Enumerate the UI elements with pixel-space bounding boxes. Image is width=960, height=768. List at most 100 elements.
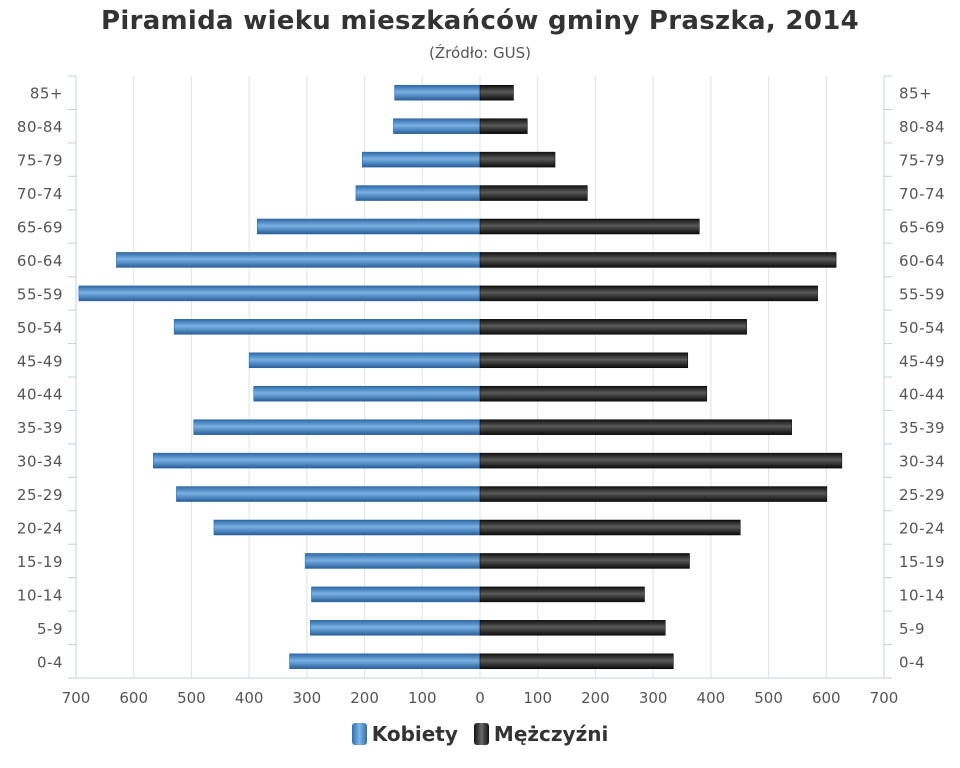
x-tick-label: 400 (235, 689, 264, 707)
bar-male[interactable] (479, 385, 708, 402)
bar-male[interactable] (479, 553, 690, 569)
left-category-label: 40-44 (17, 386, 63, 404)
legend-swatch-female (351, 723, 367, 745)
bar-female[interactable] (116, 252, 481, 268)
right-category-label: 30-34 (899, 453, 945, 471)
bar-female[interactable] (311, 586, 481, 603)
bar-female[interactable] (355, 185, 481, 201)
bar-female[interactable] (304, 553, 481, 569)
grid-lines (133, 76, 827, 678)
left-category-label: 65-69 (17, 219, 63, 237)
labels: 700 600 500 400 300 200 100 0 100 200 300 400 500 600… (17, 85, 945, 707)
left-category-label: 10-14 (17, 586, 63, 604)
chart-subtitle: (Źródło: GUS) (429, 44, 531, 62)
bar-female[interactable] (394, 84, 481, 101)
left-category-label: 80-84 (17, 118, 63, 136)
right-category-label: 5-9 (899, 620, 925, 638)
legend-item-male[interactable]: Mężczyźni (473, 722, 609, 746)
bar-male[interactable] (479, 352, 689, 369)
bars (78, 84, 843, 670)
left-category-label: 45-49 (17, 352, 63, 370)
x-tick-label: 100 (523, 689, 552, 707)
right-category-label: 70-74 (899, 185, 945, 203)
bar-male[interactable] (479, 653, 674, 670)
x-tick-label: 400 (697, 689, 726, 707)
bar-male[interactable] (479, 285, 818, 302)
x-tick-label: 300 (293, 689, 322, 707)
right-category-label: 75-79 (899, 152, 945, 170)
right-category-label: 85+ (899, 85, 932, 103)
pyramid-chart: 700 600 500 400 300 200 100 0 100 200 300 400 500 600… (17, 75, 945, 707)
right-category-label: 10-14 (899, 586, 945, 604)
x-tick-label: 600 (812, 689, 841, 707)
x-tick-label: 500 (177, 689, 206, 707)
legend-label-female: Kobiety (371, 722, 458, 746)
right-category-label: 65-69 (899, 219, 945, 237)
right-category-label: 20-24 (899, 520, 945, 538)
left-category-label: 35-39 (17, 419, 63, 437)
x-tick-label: 200 (350, 689, 379, 707)
bar-female[interactable] (310, 620, 481, 636)
bar-female[interactable] (176, 486, 481, 502)
right-category-label: 55-59 (899, 285, 945, 303)
left-category-label: 20-24 (17, 520, 63, 538)
legend-label-male: Mężczyźni (493, 722, 609, 746)
bar-male[interactable] (479, 586, 645, 603)
left-category-label: 30-34 (17, 453, 63, 471)
left-category-label: 15-19 (17, 553, 63, 571)
x-tick-label: 700 (62, 689, 91, 707)
bar-female[interactable] (78, 285, 481, 302)
bar-male[interactable] (479, 452, 843, 469)
bar-female[interactable] (173, 319, 481, 335)
right-category-label: 35-39 (899, 419, 945, 437)
bar-male[interactable] (479, 218, 700, 235)
bar-male[interactable] (479, 519, 741, 536)
legend-swatch-male (473, 723, 489, 745)
bar-male[interactable] (479, 620, 666, 636)
bar-male[interactable] (479, 252, 837, 268)
x-tick-label: 500 (754, 689, 783, 707)
bar-female[interactable] (253, 385, 481, 402)
right-category-label: 60-64 (899, 252, 945, 270)
left-category-label: 75-79 (17, 152, 63, 170)
right-category-label: 50-54 (899, 319, 945, 337)
left-category-label: 5-9 (37, 620, 63, 638)
bar-male[interactable] (479, 185, 588, 201)
x-tick-label: 0 (475, 689, 485, 707)
bar-female[interactable] (248, 352, 481, 369)
chart-title: Piramida wieku mieszkańców gminy Praszka… (101, 6, 859, 36)
bar-female[interactable] (213, 519, 481, 536)
left-category-label: 85+ (30, 85, 63, 103)
right-category-label: 0-4 (899, 653, 925, 671)
left-category-label: 60-64 (17, 252, 63, 270)
right-category-label: 45-49 (899, 352, 945, 370)
bar-male[interactable] (479, 151, 556, 168)
bar-male[interactable] (479, 419, 792, 435)
left-category-label: 70-74 (17, 185, 63, 203)
bar-male[interactable] (479, 84, 514, 101)
bar-female[interactable] (393, 118, 481, 134)
bar-female[interactable] (153, 452, 481, 469)
x-tick-label: 600 (119, 689, 148, 707)
bar-male[interactable] (479, 486, 828, 502)
left-category-label: 25-29 (17, 486, 63, 504)
bar-female[interactable] (289, 653, 481, 670)
left-category-label: 50-54 (17, 319, 63, 337)
x-tick-label: 700 (870, 689, 899, 707)
axes (68, 75, 892, 679)
left-category-label: 55-59 (17, 285, 63, 303)
bar-female[interactable] (362, 151, 481, 168)
right-category-label: 80-84 (899, 118, 945, 136)
legend: Kobiety Mężczyźni (0, 722, 960, 746)
bar-female[interactable] (193, 419, 481, 435)
x-tick-label: 100 (408, 689, 437, 707)
bar-female[interactable] (256, 218, 481, 235)
right-category-label: 40-44 (899, 386, 945, 404)
bar-male[interactable] (479, 118, 528, 134)
left-category-label: 0-4 (37, 653, 63, 671)
legend-item-female[interactable]: Kobiety (351, 722, 458, 746)
right-category-label: 25-29 (899, 486, 945, 504)
x-tick-label: 300 (639, 689, 668, 707)
right-category-label: 15-19 (899, 553, 945, 571)
bar-male[interactable] (479, 319, 747, 335)
